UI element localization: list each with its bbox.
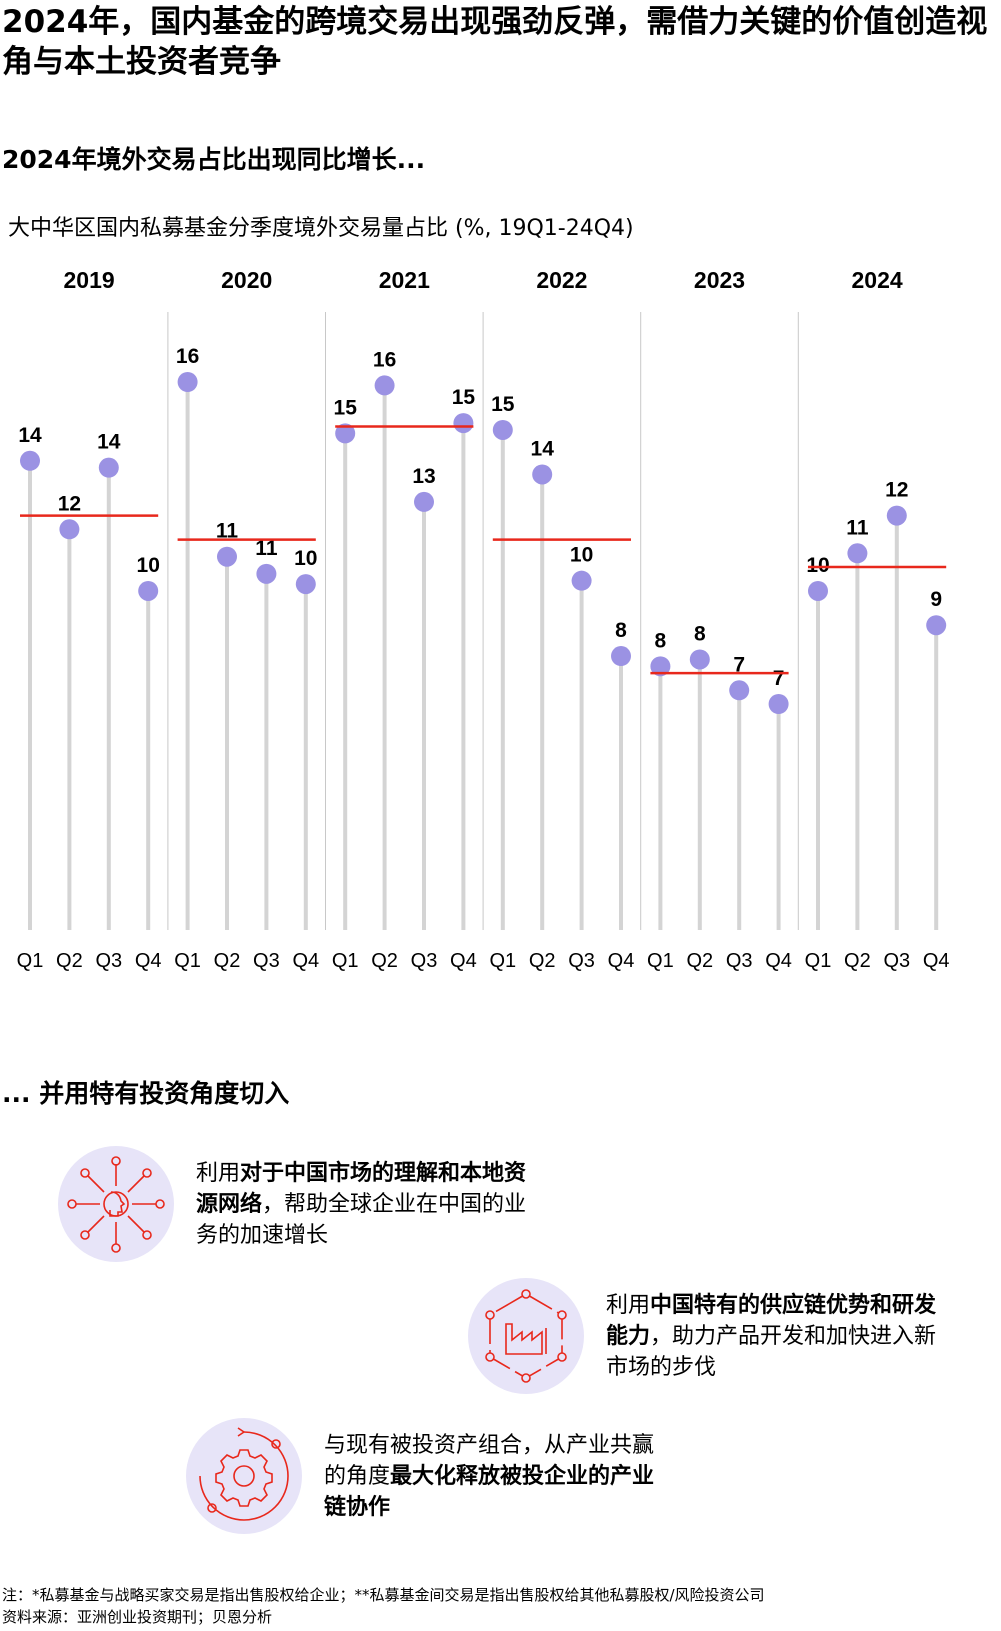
- feature-local-network: 利用对于中国市场的理解和本地资源网络，帮助全球企业在中国的业务的加速增长: [58, 1146, 536, 1262]
- chart-subtitle: 大中华区国内私募基金分季度境外交易量占比 (%, 19Q1-24Q4): [8, 216, 634, 241]
- data-label: 10: [570, 544, 593, 567]
- quarter-label: Q3: [253, 950, 280, 972]
- feature-portfolio-synergy: 与现有被投资产组合，从产业共赢的角度最大化释放被投企业的产业链协作: [186, 1418, 664, 1534]
- data-label: 11: [216, 520, 239, 543]
- section2-title: ... 并用特有投资角度切入: [2, 1079, 290, 1108]
- data-label: 9: [930, 588, 942, 611]
- factory-hexagon-icon: [468, 1278, 584, 1394]
- data-label: 8: [655, 629, 667, 652]
- quarter-label: Q3: [95, 950, 122, 972]
- quarter-label: Q2: [529, 950, 556, 972]
- footnote-definition: 注：*私募基金与战略买家交易是指出售股权给企业；**私募基金间交易是指出售股权给…: [2, 1586, 765, 1604]
- data-label: 8: [615, 619, 627, 642]
- quarter-label: Q2: [844, 950, 871, 972]
- quarter-label: Q4: [450, 950, 477, 972]
- data-point: [571, 570, 592, 591]
- feature-text-2: 利用中国特有的供应链优势和研发能力，助力产品开发和加快进入新市场的步伐: [606, 1292, 937, 1380]
- quarter-label: Q4: [292, 950, 319, 972]
- data-label: 10: [137, 554, 160, 577]
- data-label: 11: [846, 516, 869, 539]
- data-label: 15: [452, 386, 476, 409]
- data-label: 16: [176, 345, 199, 368]
- feature-text-1: 利用对于中国市场的理解和本地资源网络，帮助全球企业在中国的业务的加速增长: [196, 1160, 527, 1248]
- data-label: 8: [694, 622, 706, 645]
- quarter-label: Q1: [805, 950, 832, 972]
- data-label: 12: [885, 479, 908, 502]
- year-label: 2024: [852, 267, 903, 293]
- quarter-label: Q4: [135, 950, 162, 972]
- quarter-label: Q2: [56, 950, 83, 972]
- year-label: 2021: [379, 267, 430, 293]
- data-label: 14: [18, 424, 42, 447]
- data-point: [20, 450, 40, 471]
- quarter-label: Q3: [726, 950, 753, 972]
- data-point: [217, 546, 237, 567]
- data-point: [414, 491, 434, 512]
- headline: 2024年，国内基金的跨境交易出现强劲反弹，需借力关键的价值创造视角与本土投资者…: [2, 4, 988, 80]
- data-point: [926, 615, 947, 636]
- data-point: [650, 656, 671, 677]
- data-point: [611, 646, 631, 667]
- data-label: 10: [294, 547, 317, 570]
- quarter-label: Q1: [332, 950, 359, 972]
- quarter-label: Q2: [686, 950, 713, 972]
- data-point: [453, 413, 474, 434]
- quarter-label: Q3: [411, 950, 438, 972]
- feature-supply-chain: 利用中国特有的供应链优势和研发能力，助力产品开发和加快进入新市场的步伐: [468, 1278, 946, 1394]
- quarter-label: Q3: [568, 950, 595, 972]
- data-label: 14: [531, 437, 555, 460]
- quarter-label: Q2: [214, 950, 241, 972]
- data-label: 15: [491, 393, 515, 416]
- footnote-source: 资料来源：亚洲创业投资期刊；贝恩分析: [2, 1608, 273, 1626]
- year-label: 2020: [221, 267, 272, 293]
- data-point: [847, 543, 868, 564]
- quarter-label: Q1: [647, 950, 674, 972]
- lollipop-chart: 2019 2020 2021 2022 2023 2024 14 Q1 12 Q2 14 Q3 10 Q4…: [17, 267, 950, 972]
- data-label: 12: [58, 492, 81, 515]
- quarter-label: Q4: [765, 950, 792, 972]
- data-point: [886, 505, 907, 526]
- network-head-icon: [58, 1146, 174, 1262]
- quarter-label: Q4: [923, 950, 950, 972]
- data-point: [59, 519, 80, 540]
- year-label: 2023: [694, 267, 745, 293]
- data-label: 13: [412, 465, 435, 488]
- data-point: [729, 680, 750, 701]
- data-point: [532, 464, 553, 485]
- data-point: [335, 423, 356, 444]
- data-label: 16: [373, 348, 396, 371]
- data-point: [295, 574, 316, 595]
- quarter-label: Q1: [17, 950, 44, 972]
- data-point: [768, 694, 789, 714]
- data-label: 7: [733, 653, 745, 676]
- gear-cycle-icon: [186, 1418, 302, 1534]
- data-label: 14: [97, 431, 121, 454]
- data-point: [177, 372, 198, 392]
- data-label: 10: [806, 554, 829, 577]
- quarter-label: Q1: [174, 950, 201, 972]
- data-label: 7: [773, 667, 785, 690]
- data-point: [98, 457, 119, 478]
- feature-text-3: 与现有被投资产组合，从产业共赢的角度最大化释放被投企业的产业链协作: [324, 1432, 655, 1520]
- data-point: [492, 419, 513, 440]
- data-point: [374, 375, 395, 396]
- quarter-label: Q4: [608, 950, 635, 972]
- data-point: [256, 563, 277, 584]
- year-label: 2022: [536, 267, 587, 293]
- data-point: [689, 649, 710, 670]
- data-label: 11: [255, 537, 278, 560]
- data-point: [808, 580, 828, 601]
- section1-title: 2024年境外交易占比出现同比增长...: [2, 145, 426, 174]
- quarter-label: Q3: [883, 950, 910, 972]
- year-label: 2019: [64, 267, 115, 293]
- data-label: 15: [334, 396, 358, 419]
- quarter-label: Q2: [371, 950, 398, 972]
- data-point: [138, 580, 159, 601]
- quarter-label: Q1: [489, 950, 516, 972]
